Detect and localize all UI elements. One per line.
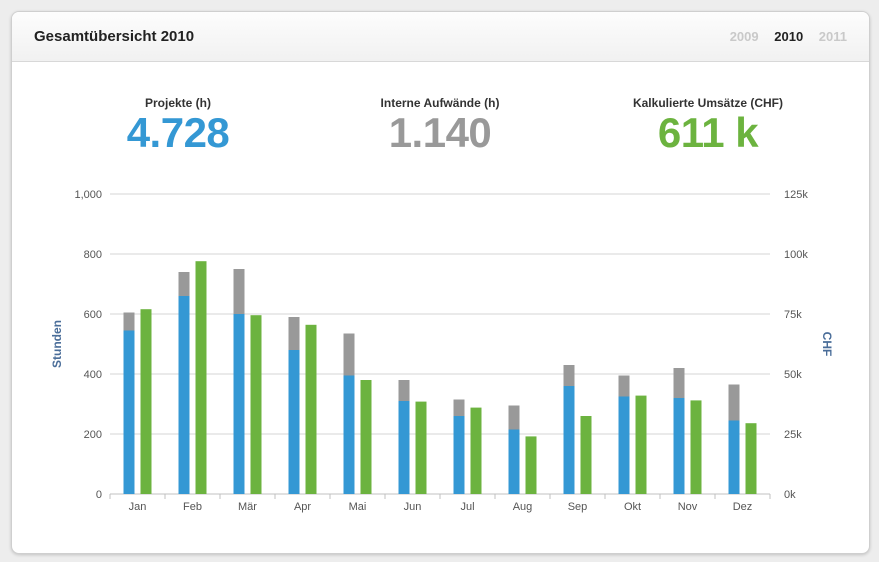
year-link-2011[interactable]: 2011 (818, 29, 847, 44)
y-tick-label-right: 125k (784, 189, 808, 201)
bar-umsaetze (635, 395, 647, 494)
bar-umsaetze (360, 380, 372, 494)
bar-umsaetze (745, 423, 757, 494)
bar-interne-aufwaende (563, 365, 575, 386)
bar-interne-aufwaende (398, 380, 410, 401)
bar-umsaetze (580, 416, 592, 494)
bar-umsaetze (525, 436, 537, 494)
kpi-value: 1.140 (388, 109, 492, 156)
bar-projekte (178, 296, 190, 494)
bar-umsaetze (470, 407, 482, 494)
y-tick-label-left: 400 (84, 369, 102, 381)
y-tick-label-left: 600 (84, 309, 102, 321)
y-axis-title-right: CHF (820, 332, 834, 357)
x-tick-label: Feb (183, 501, 202, 513)
x-tick-label: Okt (624, 501, 641, 513)
kpi-label: Interne Aufwände (h) (380, 96, 500, 110)
bar-projekte (673, 398, 685, 494)
bar-projekte (618, 396, 630, 494)
bar-projekte (563, 386, 575, 494)
kpi-umsaetze: Kalkulierte Umsätze (CHF) 611 k (608, 96, 808, 154)
card-header: Gesamtübersicht 2010 2009 2010 2011 (12, 12, 869, 62)
bar-chart: 0 0k 200 25k 400 50k 600 75k 800 100k 1,000 125k Stu… (50, 189, 834, 513)
bar-projekte (453, 416, 465, 494)
x-tick-label: Aug (513, 501, 533, 513)
y-axis-title-left: Stunden (50, 320, 64, 368)
page-title: Gesamtübersicht 2010 (34, 28, 195, 45)
kpi-label: Projekte (h) (144, 96, 211, 110)
x-tick-label: Mär (238, 501, 257, 513)
kpi-value: 611 k (657, 109, 759, 156)
bar-interne-aufwaende (618, 375, 630, 397)
bar-interne-aufwaende (288, 317, 300, 350)
year-selector: 2009 2010 2011 (718, 29, 847, 44)
bar-umsaetze (415, 401, 427, 494)
bar-interne-aufwaende (123, 312, 135, 331)
bar-interne-aufwaende (453, 399, 465, 416)
overview-card: Gesamtübersicht 2010 2009 2010 2011 Proj… (11, 11, 870, 554)
kpi-value: 4.728 (126, 109, 230, 156)
year-link-2010[interactable]: 2010 (774, 29, 804, 44)
bar-interne-aufwaende (233, 269, 245, 314)
bar-projekte (508, 429, 520, 494)
bar-umsaetze (140, 309, 152, 494)
bar-projekte (233, 314, 245, 494)
kpi-interne-aufwaende: Interne Aufwände (h) 1.140 (340, 96, 540, 154)
y-tick-label-right: 0k (784, 489, 796, 501)
bar-projekte (123, 330, 135, 494)
bar-umsaetze (250, 315, 262, 494)
x-tick-label: Sep (568, 501, 588, 513)
bar-interne-aufwaende (508, 405, 520, 430)
kpi-label: Kalkulierte Umsätze (CHF) (632, 96, 784, 110)
y-tick-label-left: 1,000 (74, 189, 102, 201)
bar-interne-aufwaende (343, 333, 355, 376)
bar-interne-aufwaende (728, 384, 740, 421)
y-tick-label-right: 100k (784, 249, 808, 261)
y-tick-label-right: 25k (784, 429, 802, 441)
y-tick-label-left: 800 (84, 249, 102, 261)
bar-projekte (288, 350, 300, 494)
bar-umsaetze (195, 261, 207, 494)
x-tick-label: Jan (129, 501, 147, 513)
y-tick-label-right: 75k (784, 309, 802, 321)
bar-interne-aufwaende (178, 272, 190, 296)
x-tick-label: Jun (404, 501, 422, 513)
bar-projekte (728, 420, 740, 494)
bar-umsaetze (305, 324, 317, 494)
x-tick-label: Jul (460, 501, 474, 513)
y-tick-label-left: 200 (84, 429, 102, 441)
bar-projekte (343, 375, 355, 494)
y-tick-label-right: 50k (784, 369, 802, 381)
bar-projekte (398, 401, 410, 494)
bar-umsaetze (690, 400, 702, 494)
bar-interne-aufwaende (673, 368, 685, 398)
x-tick-label: Apr (294, 501, 311, 513)
x-tick-label: Dez (733, 501, 753, 513)
y-tick-label-left: 0 (96, 489, 102, 501)
x-tick-label: Nov (678, 501, 698, 513)
year-link-2009[interactable]: 2009 (729, 29, 759, 44)
kpi-projekte: Projekte (h) 4.728 (78, 96, 278, 154)
x-tick-label: Mai (349, 501, 367, 513)
